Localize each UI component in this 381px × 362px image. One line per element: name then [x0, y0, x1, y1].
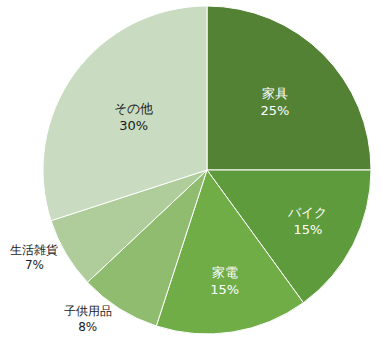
svg-text:家電15%: 家電15%	[210, 265, 239, 297]
svg-text:子供用品8%: 子供用品8%	[64, 304, 112, 334]
svg-text:家具25%: 家具25%	[260, 86, 289, 118]
svg-text:その他30%: その他30%	[114, 101, 153, 133]
svg-text:バイク15%: バイク15%	[287, 205, 327, 237]
svg-text:生活雑貨7%: 生活雑貨7%	[10, 243, 58, 273]
